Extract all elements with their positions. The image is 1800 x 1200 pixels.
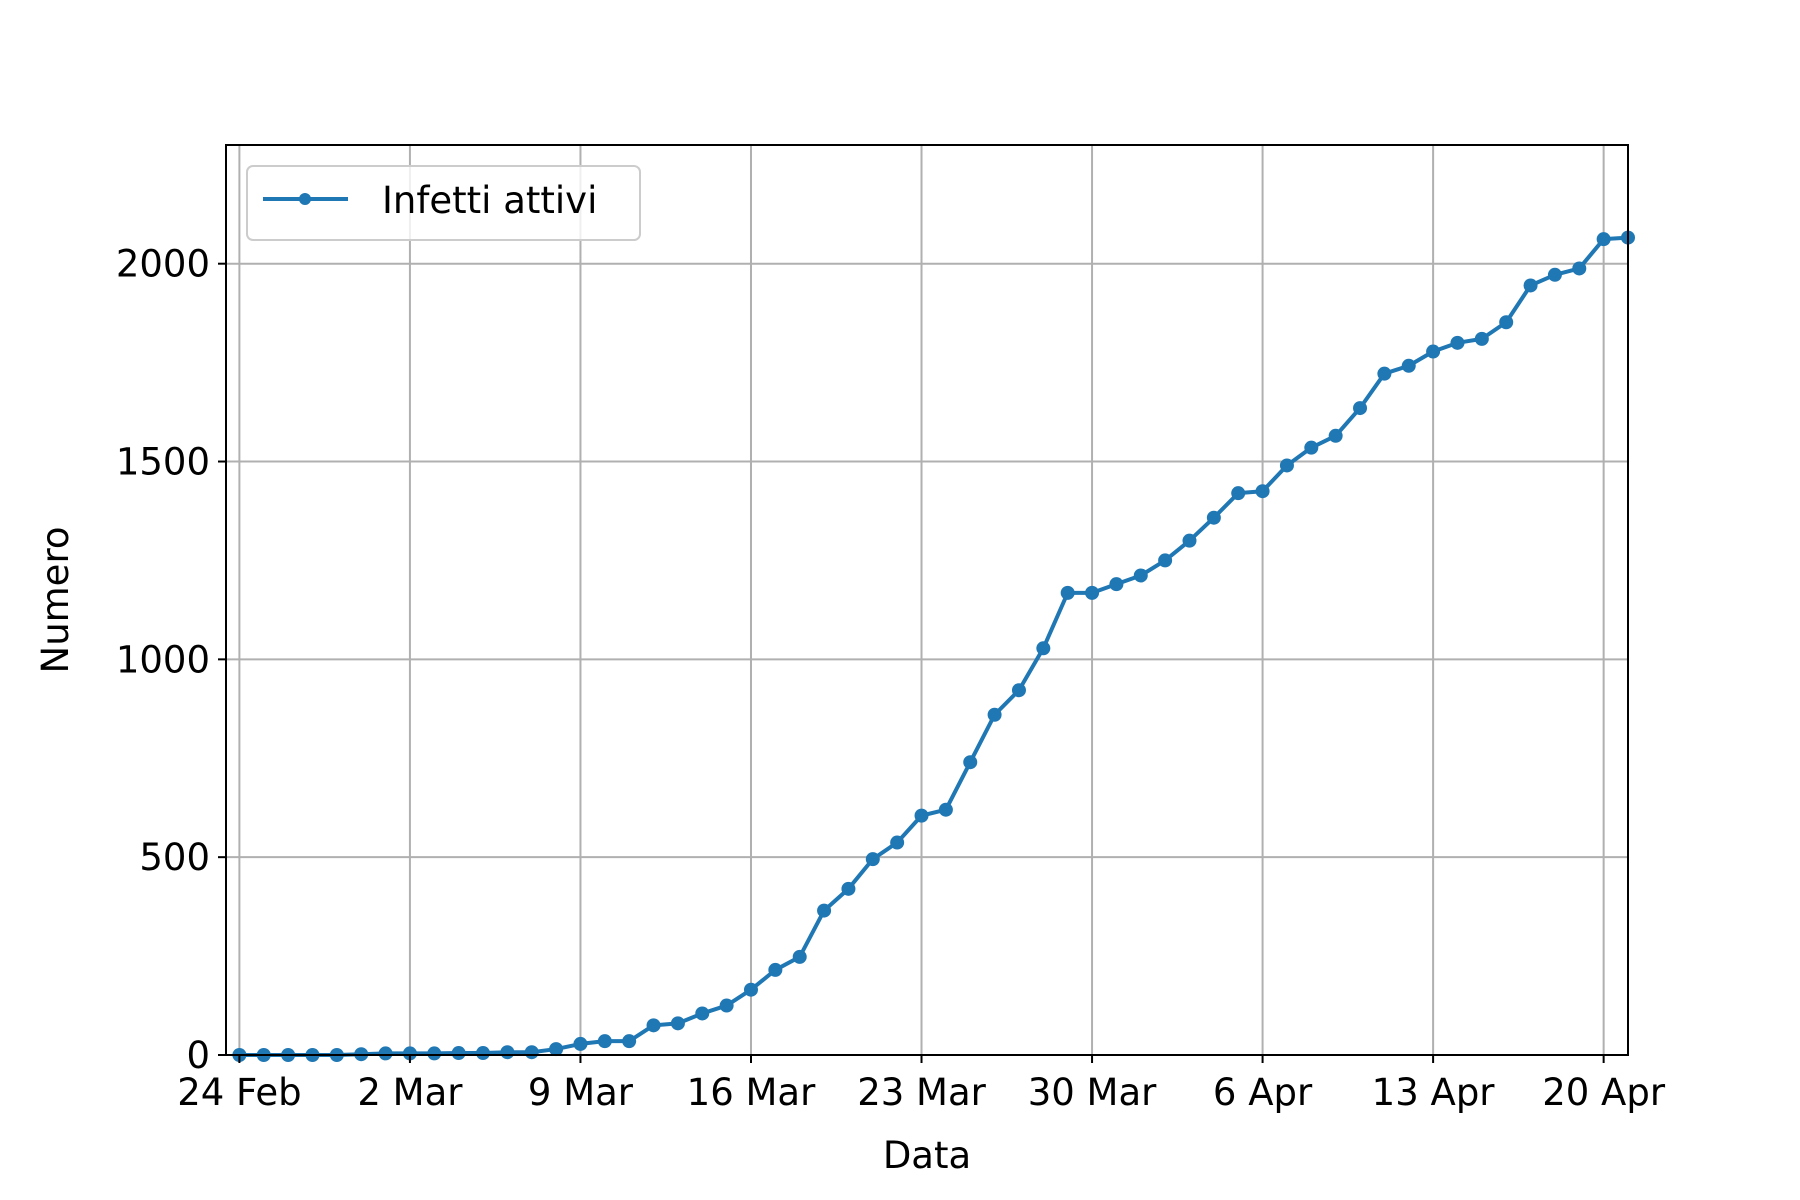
x-tick-label: 6 Apr — [1213, 1071, 1313, 1114]
data-point — [1133, 568, 1148, 583]
data-point — [1060, 585, 1075, 600]
legend: Infetti attivi — [246, 165, 641, 241]
y-tick-label: 1500 — [116, 441, 210, 484]
x-tick-label: 16 Mar — [687, 1071, 816, 1114]
data-point — [1182, 533, 1197, 548]
data-point — [1011, 683, 1026, 698]
data-point — [768, 962, 783, 977]
data-point — [476, 1046, 491, 1061]
x-axis-title: Data — [883, 1134, 971, 1177]
x-tick-label: 13 Apr — [1372, 1071, 1496, 1114]
data-point — [792, 949, 807, 964]
data-point — [865, 852, 880, 867]
data-point — [1523, 278, 1538, 293]
data-point — [890, 835, 905, 850]
data-point — [1401, 358, 1416, 373]
data-point — [1279, 458, 1294, 473]
data-point — [549, 1042, 564, 1057]
data-point — [670, 1016, 685, 1031]
data-point — [1596, 232, 1611, 247]
data-point — [987, 707, 1002, 722]
data-point — [695, 1006, 710, 1021]
data-point — [1036, 641, 1051, 656]
data-point — [963, 755, 978, 770]
x-tick-label: 24 Feb — [177, 1071, 301, 1114]
data-point — [1109, 577, 1124, 592]
x-tick-label: 23 Mar — [857, 1071, 986, 1114]
data-point — [1158, 553, 1173, 568]
data-point — [938, 802, 953, 817]
data-point — [1231, 486, 1246, 501]
data-point — [743, 982, 758, 997]
data-point — [427, 1046, 442, 1061]
x-axis-ticks: 24 Feb 2 Mar 9 Mar 16 Mar 23 Mar 30 Mar 6 Apr 1… — [177, 1055, 1666, 1114]
y-axis-ticks: 0 500 1000 1500 2000 — [116, 243, 226, 1077]
data-point — [1085, 585, 1100, 600]
legend-box — [246, 165, 641, 241]
y-tick-label: 0 — [186, 1034, 210, 1077]
data-point — [622, 1034, 637, 1049]
legend-marker-swatch — [299, 193, 311, 205]
data-point — [1474, 331, 1489, 346]
x-tick-label: 30 Mar — [1028, 1071, 1157, 1114]
data-point — [1572, 261, 1587, 276]
data-point — [402, 1046, 417, 1061]
data-point — [1353, 401, 1368, 416]
y-tick-label: 500 — [139, 836, 210, 879]
data-point — [573, 1036, 588, 1051]
data-point — [1377, 366, 1392, 381]
data-point — [914, 808, 929, 823]
data-point — [500, 1045, 515, 1060]
data-point — [1206, 510, 1221, 525]
data-point — [646, 1018, 661, 1033]
series-line — [237, 235, 1630, 1057]
data-point — [1547, 267, 1562, 282]
data-point — [524, 1045, 539, 1060]
data-point — [817, 903, 832, 918]
plot-frame — [225, 144, 1629, 1056]
data-point — [1304, 440, 1319, 455]
data-point — [1426, 344, 1441, 359]
data-point — [719, 998, 734, 1013]
data-point — [1450, 335, 1465, 350]
data-point — [597, 1034, 612, 1049]
data-point — [1499, 315, 1514, 330]
x-tick-label: 2 Mar — [357, 1071, 463, 1114]
data-point — [451, 1046, 466, 1061]
data-point — [841, 881, 856, 896]
legend-entry-label: Infetti attivi — [382, 179, 597, 222]
y-tick-label: 2000 — [116, 243, 210, 286]
data-point — [1255, 484, 1270, 499]
x-tick-label: 20 Apr — [1542, 1071, 1666, 1114]
data-point — [378, 1046, 393, 1061]
y-tick-label: 1000 — [116, 638, 210, 681]
y-axis-title: Numero — [34, 527, 77, 674]
x-tick-label: 9 Mar — [528, 1071, 634, 1114]
data-point — [1328, 428, 1343, 443]
